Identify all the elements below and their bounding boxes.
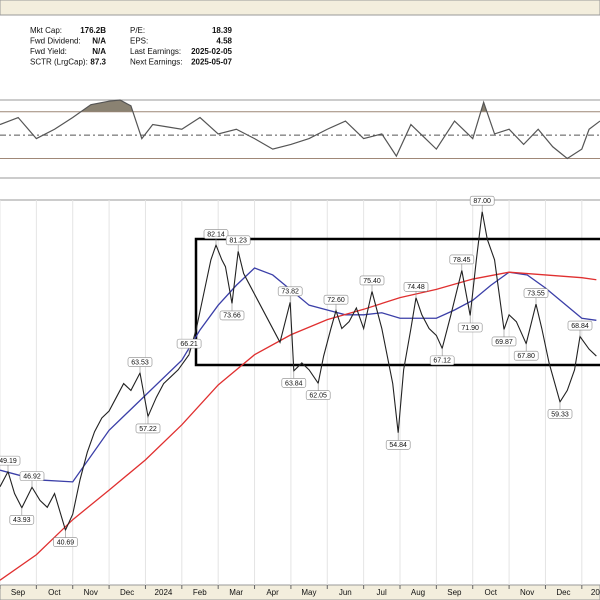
annotation-box	[277, 286, 303, 297]
annotation-box	[9, 514, 35, 525]
annotation-box	[449, 254, 475, 265]
annotation-box	[359, 275, 385, 286]
x-tick-label: Nov	[520, 588, 534, 597]
annotation-box	[0, 455, 21, 466]
stat-value: 18.39	[212, 26, 233, 35]
annotation-label: 46.92	[23, 474, 41, 481]
annotation-box	[547, 409, 573, 419]
x-tick-label: 2025	[591, 588, 600, 597]
x-tick-label: Nov	[84, 588, 98, 597]
x-tick-label: Jul	[377, 588, 387, 597]
annotation-label: 67.12	[433, 358, 451, 365]
range-box	[194, 237, 600, 367]
annotation-box	[203, 229, 229, 239]
annotation-label: 69.87	[495, 339, 513, 346]
annotation-box	[385, 439, 411, 450]
stat-value: N/A	[92, 37, 106, 46]
annotation-box	[567, 320, 593, 331]
annotation-label: 59.33	[551, 411, 569, 418]
annotation-label: 62.05	[309, 393, 327, 400]
stat-label: SCTR (LrgCap):	[30, 58, 88, 67]
x-tick-label: Aug	[411, 588, 425, 597]
annotation-box	[429, 355, 455, 366]
stat-label: Next Earnings:	[130, 58, 182, 67]
annotation-box	[323, 294, 349, 305]
x-tick-label: Dec	[120, 588, 134, 597]
indicator-line	[0, 99, 600, 160]
stat-value: 87.3	[90, 58, 106, 67]
annotation-label: 72.60	[327, 297, 345, 304]
annotation-label: 73.66	[223, 313, 241, 320]
annotation-label: 49.19	[0, 458, 17, 465]
stat-label: EPS:	[130, 37, 148, 46]
x-tick-label: May	[301, 588, 316, 597]
top-strip	[0, 0, 600, 16]
annotation-box	[53, 537, 78, 547]
annotation-box	[469, 195, 495, 206]
price-line	[0, 211, 597, 532]
annotation-box	[219, 310, 245, 321]
x-tick-label: Oct	[485, 588, 498, 597]
x-tick-label: Oct	[48, 588, 61, 597]
annotation-label: 81.23	[229, 238, 247, 245]
annotation-label: 63.53	[131, 359, 149, 366]
stat-label: Mkt Cap:	[30, 26, 62, 35]
moving-average	[0, 271, 597, 581]
annotation-box	[281, 378, 307, 388]
x-tick-label: Feb	[193, 588, 207, 597]
annotation-label: 75.40	[363, 278, 381, 285]
annotation-label: 87.00	[473, 198, 491, 205]
annotation-label: 82.14	[207, 231, 225, 238]
stat-label: Last Earnings:	[130, 47, 181, 56]
stat-value: N/A	[92, 47, 106, 56]
annotation-label: 71.90	[461, 325, 479, 332]
annotation-box	[491, 336, 517, 347]
stat-label: P/E:	[130, 26, 145, 35]
annotation-box	[457, 322, 483, 333]
x-axis-strip	[0, 584, 600, 600]
annotation-label: 68.84	[571, 323, 589, 330]
annotation-label: 40.69	[57, 539, 75, 546]
annotation-label: 74.48	[407, 284, 425, 291]
x-tick-label: Dec	[556, 588, 570, 597]
stat-value: 2025-02-05	[191, 47, 232, 56]
x-tick-label: Jun	[339, 588, 352, 597]
annotation-box	[523, 288, 549, 298]
stat-value: 176.2B	[80, 26, 106, 35]
annotation-box	[19, 471, 45, 482]
annotation-box	[305, 390, 331, 401]
x-tick-label: Sep	[11, 588, 26, 597]
stat-value: 4.58	[216, 37, 232, 46]
annotation-label: 57.22	[139, 426, 157, 433]
annotation-label: 67.80	[517, 353, 535, 360]
annotation-box	[513, 350, 539, 361]
annotation-label: 78.45	[453, 257, 471, 264]
stat-label: Fwd Yield:	[30, 47, 67, 56]
annotation-box	[127, 357, 153, 367]
x-tick-label: Sep	[447, 588, 462, 597]
moving-average	[0, 267, 597, 483]
overbought-area	[0, 100, 600, 112]
x-tick-label: Mar	[229, 588, 243, 597]
stat-label: Fwd Dividend:	[30, 37, 81, 46]
annotation-box	[135, 423, 161, 434]
annotation-box	[403, 281, 429, 292]
annotation-label: 73.82	[281, 289, 299, 296]
annotation-label: 66.21	[180, 341, 198, 348]
annotation-box	[225, 235, 251, 246]
annotation-label: 54.84	[389, 442, 407, 449]
annotation-box	[176, 338, 202, 349]
annotation-label: 43.93	[13, 517, 31, 524]
x-tick-label: 2024	[155, 588, 173, 597]
stat-value: 2025-05-07	[191, 58, 232, 67]
annotation-label: 63.84	[285, 380, 303, 387]
annotation-label: 73.55	[527, 291, 545, 298]
x-tick-label: Apr	[266, 588, 279, 597]
